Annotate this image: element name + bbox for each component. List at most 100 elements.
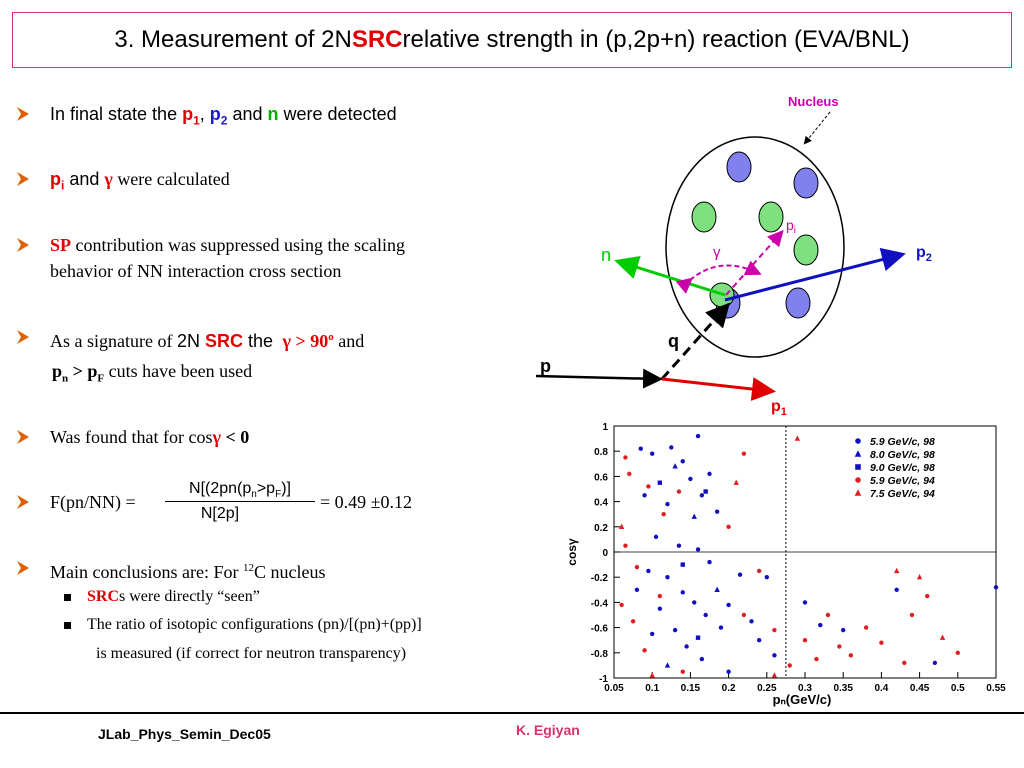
data-point <box>703 612 708 618</box>
data-point <box>863 625 869 630</box>
numerator-text: N[(2pn(p <box>189 480 252 497</box>
gamma-cut: γ > 90 <box>282 331 329 351</box>
data-point <box>657 606 663 611</box>
numerator-mid: >p <box>256 480 276 497</box>
data-point <box>714 586 720 592</box>
square-bullet-icon <box>64 621 71 629</box>
src-label: SRC <box>204 331 243 351</box>
nucleon-neutron <box>793 234 819 266</box>
data-point <box>688 476 693 482</box>
numerator-n-sub: n <box>251 489 257 501</box>
data-point <box>733 479 739 485</box>
data-point <box>726 669 731 674</box>
p1-arrow <box>661 377 776 401</box>
x-tick-label: 0.05 <box>604 683 624 694</box>
data-point <box>741 612 747 618</box>
pn-symbol: p <box>52 361 63 381</box>
pf-subscript: F <box>97 372 105 385</box>
data-point <box>618 523 625 529</box>
nucleon-neutron <box>758 201 784 233</box>
legend-marker <box>855 438 861 444</box>
data-point <box>802 638 808 643</box>
x-tick-label: 0.55 <box>986 683 1006 694</box>
data-point <box>841 627 846 633</box>
y-tick-label: -0.4 <box>591 598 609 609</box>
cuts-text: cuts have been used <box>104 361 253 381</box>
fraction-denominator: N[2p] <box>200 505 240 522</box>
data-point <box>627 471 632 477</box>
bullet-text-end: were detected <box>278 104 397 124</box>
data-point <box>691 513 697 519</box>
pn-subscript: n <box>62 372 69 385</box>
data-point <box>642 493 647 498</box>
footer-seminar: JLab_Phys_Semin_Dec05 <box>98 726 271 742</box>
subbullet-seen: SRCs were directly “seen” <box>64 586 260 608</box>
data-point <box>680 590 685 595</box>
data-point <box>634 564 640 570</box>
two-n-text: 2N <box>176 331 205 351</box>
n-symbol: n <box>267 104 279 124</box>
bullet-arrow-icon <box>17 561 29 575</box>
p1-label: p1 <box>771 398 787 418</box>
gamma-symbol: γ <box>212 427 221 447</box>
data-point <box>680 459 685 464</box>
y-tick-label: -0.2 <box>591 573 609 584</box>
nucleon-proton <box>785 287 811 319</box>
and-text: and <box>227 104 268 124</box>
fraction-numerator: N[(2pn(pn>pF)] <box>160 480 320 500</box>
title-highlight: SRC <box>351 26 403 53</box>
legend-marker <box>854 450 862 457</box>
and-text: and <box>64 169 105 189</box>
the-text: the <box>243 331 279 351</box>
bullet-arrow-icon <box>17 495 29 509</box>
and-text: and <box>333 331 365 351</box>
data-point <box>646 568 651 574</box>
y-tick-label: 0.4 <box>594 498 608 509</box>
q-arrow <box>660 302 730 380</box>
x-tick-label: 0.2 <box>722 683 736 694</box>
mass-number-sup: 12 <box>242 562 254 574</box>
data-point <box>672 627 678 633</box>
data-point <box>772 653 777 658</box>
data-point <box>650 631 655 637</box>
fraction-bar <box>165 501 315 502</box>
y-tick-label: -0.6 <box>591 624 609 635</box>
q-label: q <box>668 331 679 351</box>
data-point <box>993 585 999 590</box>
bullet-text: Main conclusions are: For <box>50 562 243 582</box>
numerator-end: )] <box>281 480 291 497</box>
legend-marker <box>855 477 861 483</box>
gt-pf-text: > p <box>68 361 98 381</box>
p2-subscript: 2 <box>220 113 228 128</box>
pi-subscript: i <box>61 178 65 193</box>
footer-divider <box>0 712 1024 714</box>
gamma-symbol: γ <box>104 169 113 189</box>
data-point <box>741 451 747 456</box>
data-point <box>726 524 731 529</box>
bullet-arrow-icon <box>17 430 29 444</box>
data-point <box>902 660 907 666</box>
data-point <box>665 575 670 580</box>
y-tick-label: 0.6 <box>594 472 608 483</box>
data-point <box>707 559 712 565</box>
nucleus-ellipse <box>665 136 845 358</box>
data-point <box>825 612 831 618</box>
data-point <box>623 455 628 460</box>
nucleus-text: C nucleus <box>253 562 326 582</box>
data-point <box>623 543 628 548</box>
y-tick-label: 1 <box>602 422 608 433</box>
bullet-arrow-icon <box>17 107 29 121</box>
data-point <box>664 662 671 668</box>
comma-text: , <box>199 104 210 124</box>
p2-label: p2 <box>916 244 932 264</box>
subbullet-isotopic: The ratio of isotopic configurations (pn… <box>64 614 422 636</box>
nucleon-neutron <box>691 201 717 233</box>
data-point <box>848 653 854 658</box>
legend-entry: 9.0 GeV/c, 98 <box>870 462 935 474</box>
ratio-result: = 0.49 ±0.12 <box>320 492 413 512</box>
p-beam-arrow <box>535 368 663 389</box>
legend-entry: 5.9 GeV/c, 94 <box>870 475 935 487</box>
pi-label: pi <box>786 217 796 236</box>
y-axis-label: cosγ <box>565 538 579 566</box>
bullet-arrow-icon <box>17 330 29 344</box>
